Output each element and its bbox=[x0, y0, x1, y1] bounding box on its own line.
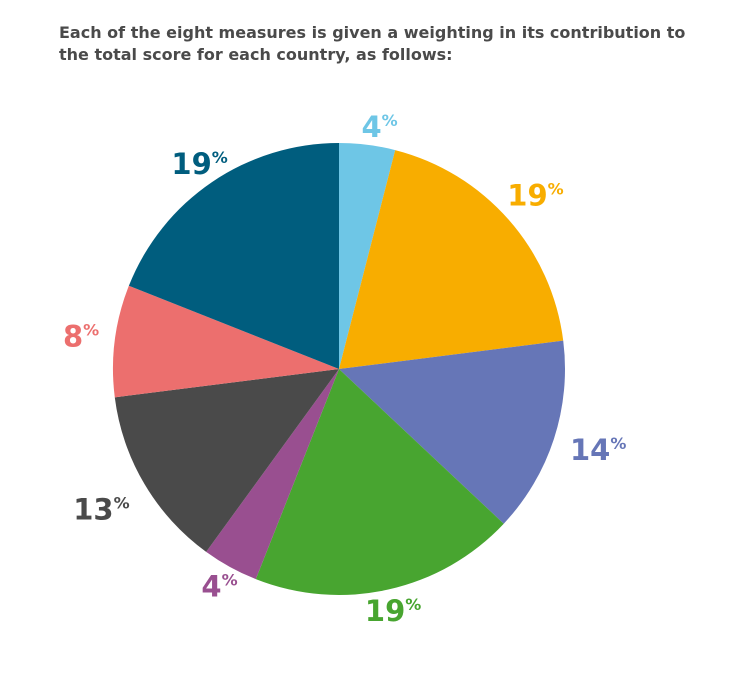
pie-slice-6 bbox=[114, 369, 339, 552]
pie-label-7: 8% bbox=[63, 319, 99, 353]
pie-slice-5 bbox=[206, 369, 339, 580]
pie-labels: 4% 19% 14% 19% 4% 13% 8% 19% bbox=[63, 110, 626, 628]
pie-label-1: 4% bbox=[361, 110, 397, 144]
pie-label-6: 13% bbox=[73, 493, 129, 527]
pie-slice-8 bbox=[128, 143, 339, 369]
pie-label-4: 19% bbox=[365, 594, 421, 628]
pie-slice-2 bbox=[339, 150, 564, 369]
pie-slice-3 bbox=[339, 340, 566, 524]
pie-slice-1 bbox=[339, 143, 396, 369]
pie-label-3: 14% bbox=[570, 433, 626, 467]
intro-text: Each of the eight measures is given a we… bbox=[59, 23, 686, 64]
pie-label-8: 19% bbox=[171, 147, 227, 181]
pie-slice-7 bbox=[112, 285, 339, 398]
pie-slices bbox=[112, 143, 566, 596]
pie-label-2: 19% bbox=[507, 179, 563, 213]
pie-label-5: 4% bbox=[201, 569, 237, 603]
pie-slice-4 bbox=[255, 369, 504, 596]
